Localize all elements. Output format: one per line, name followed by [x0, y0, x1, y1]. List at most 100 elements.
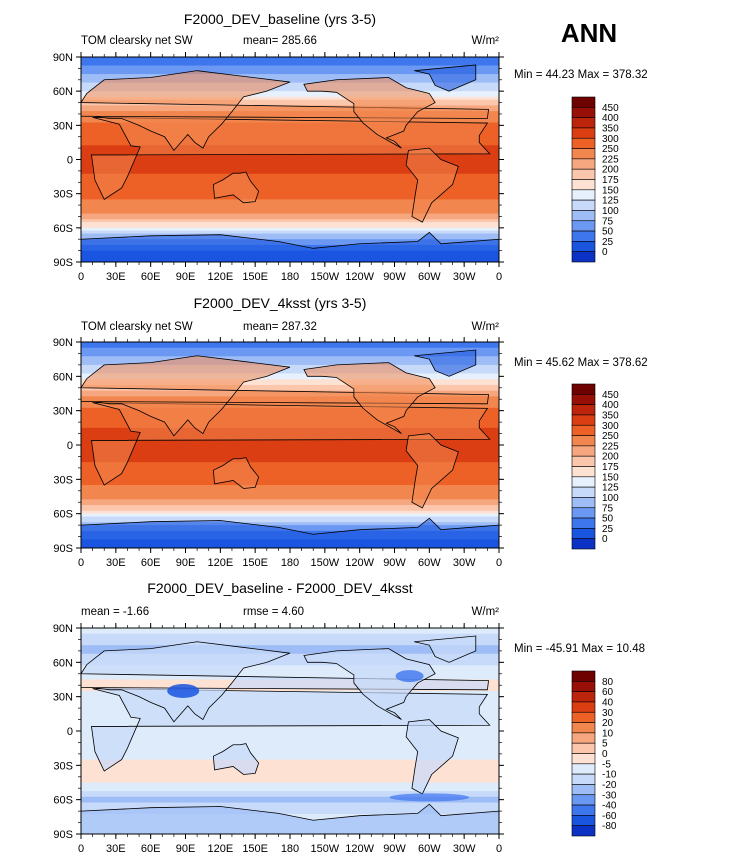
- zonal-band: [81, 439, 499, 443]
- zonal-band: [81, 207, 499, 212]
- colorbar-label: 0: [602, 534, 608, 545]
- zonal-band: [81, 233, 499, 237]
- zonal-band: [81, 639, 499, 643]
- colorbar-box: [571, 507, 596, 519]
- colorbar-box: [571, 670, 596, 682]
- panel-stat-label: mean= 287.32: [243, 321, 317, 333]
- colorbar-box: [571, 763, 596, 775]
- zonal-band: [81, 76, 499, 81]
- zonal-band: [81, 728, 499, 732]
- y-tick-label: 30N: [53, 692, 73, 704]
- zonal-band: [81, 733, 499, 738]
- zonal-band: [81, 173, 499, 178]
- y-tick-label: 60S: [53, 509, 73, 521]
- x-tick-label: 120E: [207, 843, 233, 855]
- colorbar-box: [571, 383, 596, 395]
- zonal-band: [81, 376, 499, 380]
- colorbar-box: [571, 96, 596, 108]
- zonal-band: [81, 805, 499, 809]
- colorbar-box: [571, 404, 596, 416]
- continent-greenland: [414, 64, 477, 92]
- zonal-band: [81, 673, 499, 678]
- x-tick-label: 60E: [141, 843, 161, 855]
- colorbar-box: [571, 732, 596, 744]
- zonal-band: [81, 205, 499, 209]
- colorbar-label: 25: [602, 237, 614, 248]
- x-tick-label: 150E: [242, 843, 268, 855]
- colorbar-box: [571, 251, 596, 263]
- y-tick-label: 90S: [53, 543, 73, 555]
- colorbar-box: [571, 394, 596, 405]
- colorbar-label: 100: [602, 206, 619, 217]
- colorbar-label: 50: [602, 227, 614, 238]
- colorbar-label: -80: [602, 821, 617, 832]
- zonal-band: [81, 656, 499, 661]
- colorbar-box: [571, 210, 596, 222]
- x-tick-label: 90W: [383, 271, 406, 283]
- panel-left-label: TOM clearsky net SW: [81, 321, 193, 333]
- zonal-band: [81, 179, 499, 183]
- zonal-band: [81, 662, 499, 666]
- zonal-band: [81, 364, 499, 369]
- zonal-band: [81, 785, 499, 789]
- continent-south-america: [405, 147, 459, 223]
- x-tick-label: 30E: [106, 271, 126, 283]
- zonal-band: [81, 522, 499, 526]
- zonal-band: [81, 473, 499, 478]
- colorbar-box: [571, 230, 596, 242]
- panel-stat-label: rmse = 4.60: [243, 606, 304, 618]
- colorbar-box: [571, 722, 596, 734]
- colorbar-box: [571, 528, 596, 539]
- x-tick-label: 0: [78, 557, 84, 569]
- panel-3: F2000_DEV_baseline - F2000_DEV_4ksstmean…: [53, 580, 645, 855]
- zonal-band: [81, 459, 499, 463]
- colorbar-box: [571, 179, 596, 191]
- colorbar-label: -40: [602, 801, 617, 812]
- x-tick-label: 150W: [310, 557, 339, 569]
- y-tick-label: 60S: [53, 795, 73, 807]
- zonal-band: [81, 350, 499, 355]
- panel-min-max: Min = 45.62 Max = 378.62: [514, 357, 648, 369]
- zonal-band: [81, 168, 499, 172]
- colorbar-box: [571, 199, 596, 211]
- x-tick-label: 150W: [310, 271, 339, 283]
- panel-2: F2000_DEV_4ksst (yrs 3-5)TOM clearsky ne…: [53, 295, 648, 569]
- x-tick-label: 30W: [453, 843, 476, 855]
- x-tick-label: 30W: [453, 557, 476, 569]
- colorbar-box: [571, 701, 596, 713]
- zonal-band: [81, 176, 499, 181]
- y-tick-label: 90S: [53, 257, 73, 269]
- x-tick-label: 180: [281, 843, 299, 855]
- x-tick-label: 60W: [418, 557, 441, 569]
- x-tick-label: 90W: [383, 557, 406, 569]
- zonal-band: [81, 507, 499, 512]
- continent-australia: [212, 457, 260, 489]
- zonal-band: [81, 765, 499, 769]
- panel-min-max: Min = 44.23 Max = 378.32: [514, 69, 648, 81]
- zonal-band: [81, 453, 499, 458]
- colorbar-label: 400: [602, 113, 619, 124]
- zonal-band: [81, 153, 499, 158]
- zonal-band: [81, 62, 499, 67]
- colorbar-box: [571, 148, 596, 160]
- colorbar-label: 200: [602, 165, 619, 176]
- zonal-band: [81, 71, 499, 75]
- y-tick-label: 60S: [53, 223, 73, 235]
- colorbar-label: 30: [602, 708, 614, 719]
- panel-title: F2000_DEV_4ksst (yrs 3-5): [194, 295, 367, 311]
- zonal-band: [81, 776, 499, 781]
- colorbar-label: 20: [602, 718, 614, 729]
- zonal-band: [81, 96, 499, 101]
- colorbar-box: [571, 815, 596, 826]
- map-field: [81, 57, 499, 262]
- continent-europe-asia: [81, 70, 490, 152]
- zonal-band: [81, 659, 499, 663]
- colorbar-label: 250: [602, 431, 619, 442]
- zonal-band: [81, 742, 499, 746]
- x-tick-label: 0: [78, 843, 84, 855]
- x-tick-label: 30E: [106, 557, 126, 569]
- colorbar-box: [571, 711, 596, 723]
- zonal-band: [81, 665, 499, 669]
